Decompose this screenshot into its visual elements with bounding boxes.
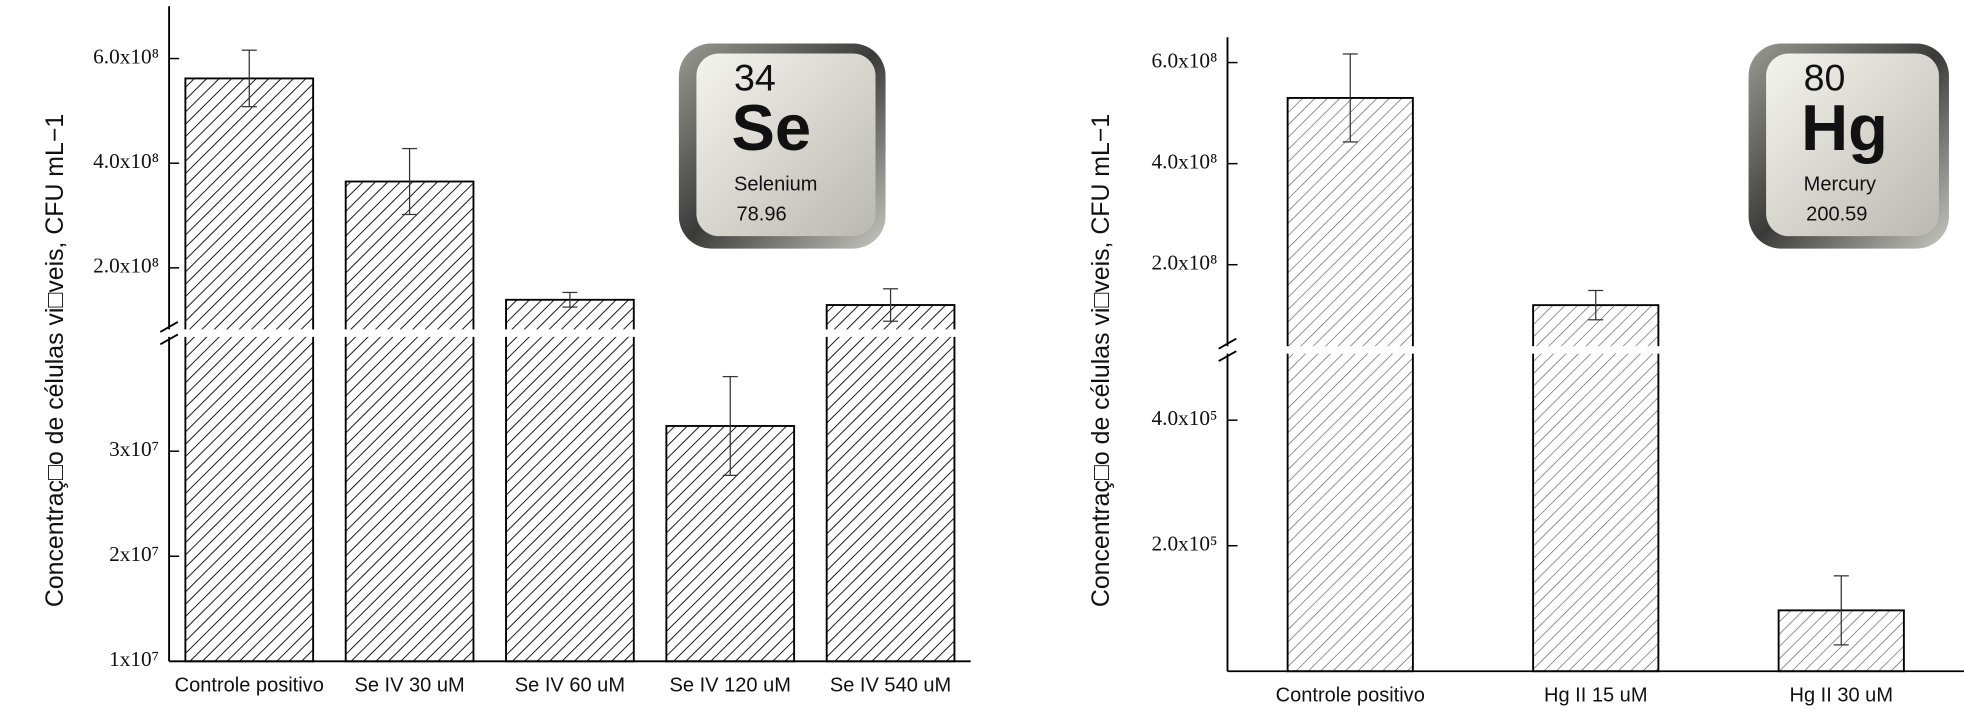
axis-break-gap [152,329,971,336]
bar [827,305,955,661]
x-tick-label: Se IV 60 uM [515,674,625,696]
badge-name: Selenium [734,174,818,196]
x-tick-label: Se IV 540 uM [830,674,951,696]
y-axis-label: Concentraç□o de células vi□veis, CFU mL−… [1087,114,1115,607]
y-axis-label: Concentraç□o de células vi□veis, CFU mL−… [41,114,69,607]
y-tick-label: 6.0x10⁸ [1152,48,1218,72]
x-tick-label: Se IV 30 uM [354,674,464,696]
axis-break-gap [1210,346,1964,353]
badge-name: Mercury [1804,174,1876,196]
x-tick-label: Controle positivo [1276,684,1425,706]
badge-mass: 78.96 [737,203,787,225]
y-tick-label: 1x10⁷ [109,647,159,671]
x-tick-label: Hg II 30 uM [1789,684,1893,706]
y-tick-label: 2.0x10⁵ [1152,532,1218,556]
y-tick-label: 4.0x10⁸ [1152,150,1218,174]
bar [1533,305,1658,671]
bar [1288,98,1413,671]
y-tick-label: 4.0x10⁸ [93,149,159,173]
y-tick-label: 4.0x10⁵ [1152,406,1218,430]
chart: Concentraç□o de células vi□veis, CFU mL−… [0,0,1964,716]
y-tick-label: 3x10⁷ [109,437,159,461]
bar [346,182,474,662]
y-tick-label: 2x10⁷ [109,542,159,566]
badge-mass: 200.59 [1806,203,1867,225]
badge-symbol: Se [731,91,811,164]
x-tick-label: Hg II 15 uM [1544,684,1648,706]
badge-symbol: Hg [1801,91,1888,164]
y-tick-label: 2.0x10⁸ [1152,251,1218,275]
x-tick-label: Se IV 120 uM [670,674,791,696]
x-tick-label: Controle positivo [175,674,324,696]
y-tick-label: 2.0x10⁸ [93,254,159,278]
bar [506,300,634,662]
y-tick-label: 6.0x10⁸ [93,44,159,68]
bar [185,78,313,661]
